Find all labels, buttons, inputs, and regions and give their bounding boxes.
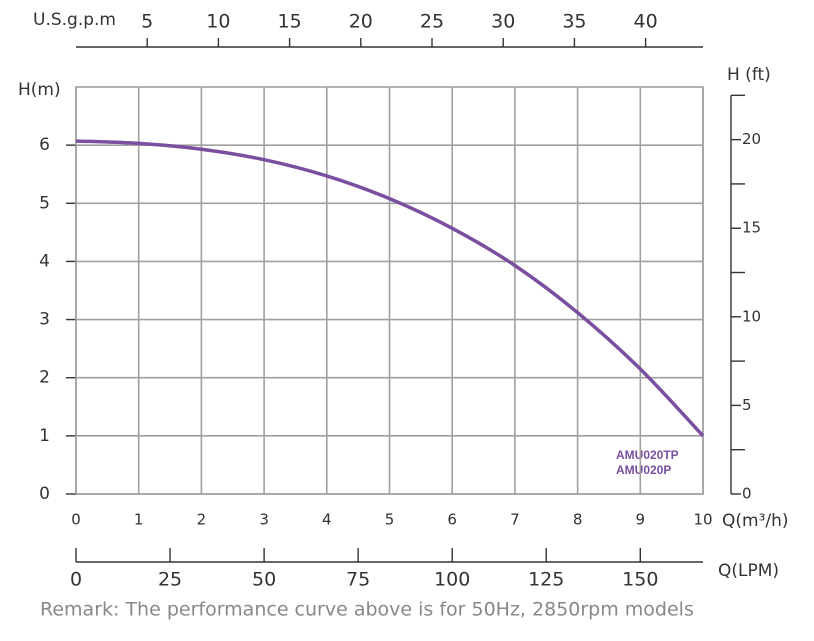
lpm-tick-label: 75 <box>346 569 370 591</box>
model-label: AMU020TP <box>616 448 679 462</box>
lpm-tick-label: 0 <box>70 569 82 591</box>
top-tick-label: 25 <box>420 11 444 33</box>
lpm-tick-label: 50 <box>252 569 276 591</box>
top-tick-label: 30 <box>491 11 515 33</box>
y-tick-label: 2 <box>39 368 50 388</box>
x-tick-label: 7 <box>510 511 520 529</box>
y2-tick-label: 20 <box>742 130 761 148</box>
y2-tick-label: 5 <box>742 396 752 414</box>
pump-curve <box>75 139 705 438</box>
x-tick-label: 2 <box>197 511 207 529</box>
x-tick-label: 5 <box>385 511 395 529</box>
y-tick-label: 3 <box>39 310 50 330</box>
x-tick-label: 1 <box>134 511 144 529</box>
top-tick-label: 20 <box>349 11 373 33</box>
y-tick-label: 6 <box>39 135 50 155</box>
x-tick-label: 8 <box>573 511 583 529</box>
top-tick-label: 5 <box>141 11 153 33</box>
y-tick-label: 4 <box>39 251 50 271</box>
x-axis-title: Q(m³/h) <box>722 511 789 531</box>
y2-tick-label: 15 <box>742 219 761 237</box>
y-axis-title: H(m) <box>18 80 61 100</box>
top-tick-label: 15 <box>278 11 302 33</box>
y2-tick-label: 10 <box>742 307 761 325</box>
x-tick-label: 4 <box>322 511 332 529</box>
y2-tick-label: 0 <box>742 485 752 503</box>
lpm-tick-label: 25 <box>158 569 182 591</box>
x-tick-label: 0 <box>71 511 81 529</box>
y-tick-label: 5 <box>39 193 50 213</box>
lpm-tick-label: 150 <box>622 569 658 591</box>
top-tick-label: 10 <box>206 11 230 33</box>
lpm-tick-label: 100 <box>434 569 470 591</box>
x-tick-label: 6 <box>447 511 457 529</box>
top-axis-title: U.S.g.p.m <box>33 10 116 30</box>
x-tick-label: 9 <box>636 511 646 529</box>
top-tick-label: 40 <box>634 11 658 33</box>
lpm-axis-title: Q(LPM) <box>718 561 779 581</box>
y-tick-label: 1 <box>39 426 50 446</box>
remark: Remark: The performance curve above is f… <box>40 599 694 621</box>
lpm-tick-label: 125 <box>528 569 564 591</box>
model-label: AMU020P <box>616 463 671 477</box>
y2-axis-title: H (ft) <box>727 65 771 85</box>
x-tick-label: 3 <box>259 511 269 529</box>
y-tick-label: 0 <box>39 484 50 504</box>
x-tick-label: 10 <box>693 511 712 529</box>
top-tick-label: 35 <box>562 11 586 33</box>
